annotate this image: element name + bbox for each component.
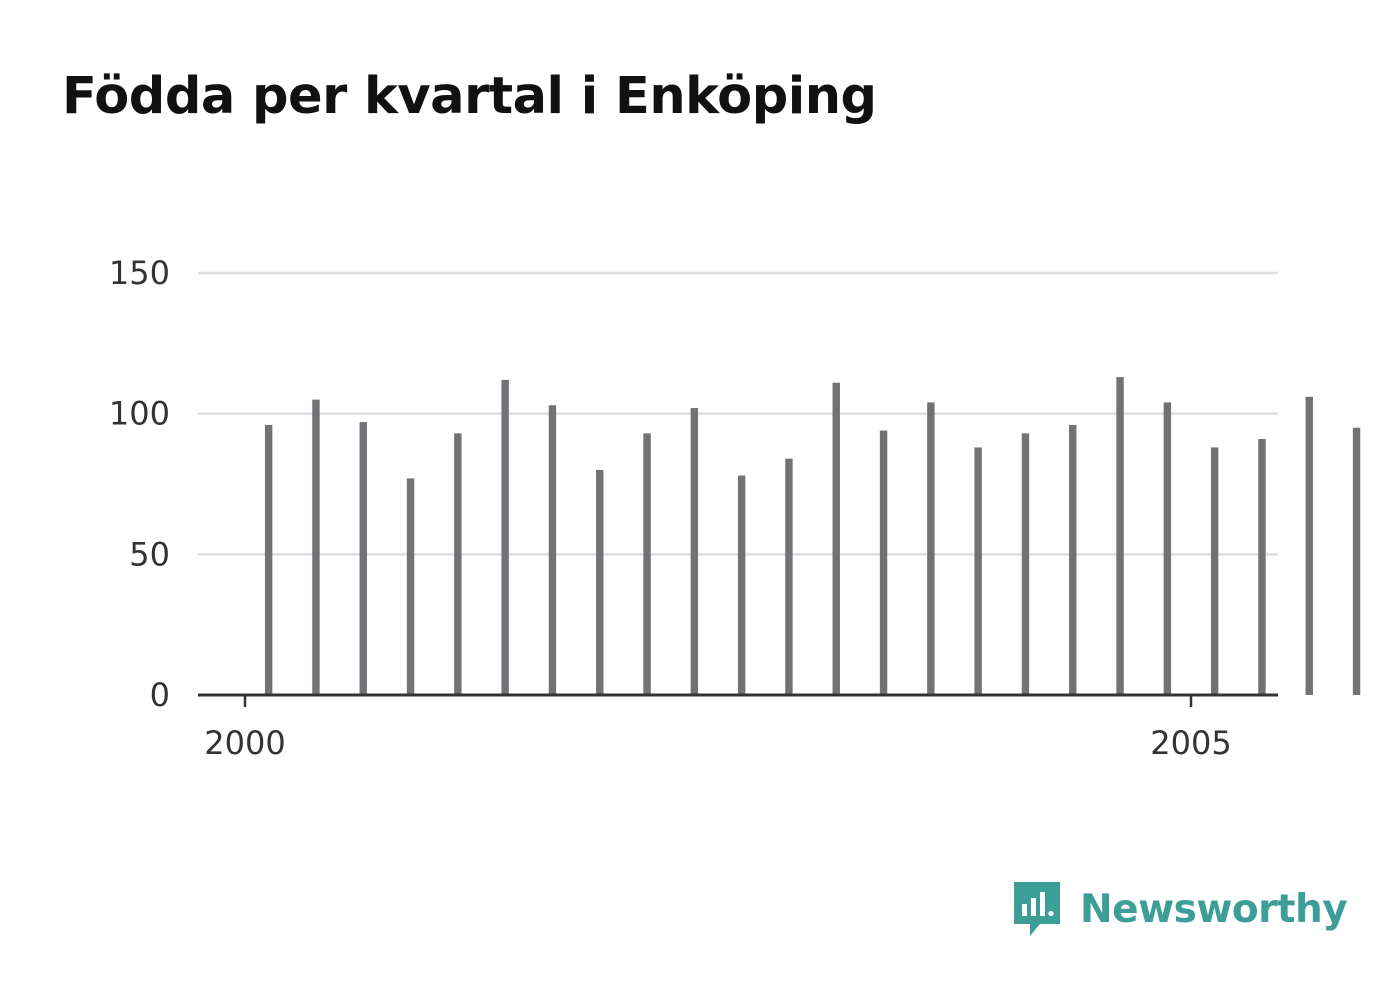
- bar: [690, 408, 699, 695]
- bar: [1163, 402, 1172, 695]
- bar: [406, 478, 415, 695]
- bar: [785, 458, 793, 695]
- y-tick-label: 100: [109, 395, 170, 433]
- bar: [1116, 377, 1124, 695]
- bar: [974, 447, 982, 695]
- y-tick-label: 150: [109, 254, 170, 292]
- bar: [737, 475, 746, 695]
- x-tick-label: 2000: [204, 724, 285, 762]
- bar: [264, 424, 273, 695]
- brand-logo: Newsworthy: [1010, 878, 1348, 940]
- bar: [643, 433, 651, 695]
- bars: [264, 377, 1361, 695]
- bar: [596, 469, 604, 695]
- bar: [359, 422, 367, 695]
- bar: [548, 405, 557, 695]
- x-axis: 200020052010201520202025: [198, 693, 1278, 762]
- bar: [312, 399, 320, 695]
- bar: [1352, 427, 1361, 695]
- bar: [832, 382, 840, 695]
- bar: [1069, 424, 1077, 695]
- bar: [1210, 447, 1219, 695]
- y-axis: 0 50 100 150: [109, 254, 170, 714]
- x-tick-label: 2005: [1150, 724, 1231, 762]
- bar: [1258, 438, 1266, 695]
- y-tick-label: 0: [150, 676, 170, 714]
- bar: [501, 379, 509, 695]
- y-tick-label: 50: [129, 535, 170, 573]
- bar: [927, 402, 935, 695]
- bar: [1021, 433, 1030, 695]
- brand-name: Newsworthy: [1080, 886, 1348, 932]
- bar: [454, 433, 462, 695]
- bar: [879, 430, 888, 695]
- newsworthy-logo-icon: [1014, 882, 1060, 936]
- bar: [1305, 396, 1313, 695]
- chart-title: Födda per kvartal i Enköping: [62, 67, 877, 126]
